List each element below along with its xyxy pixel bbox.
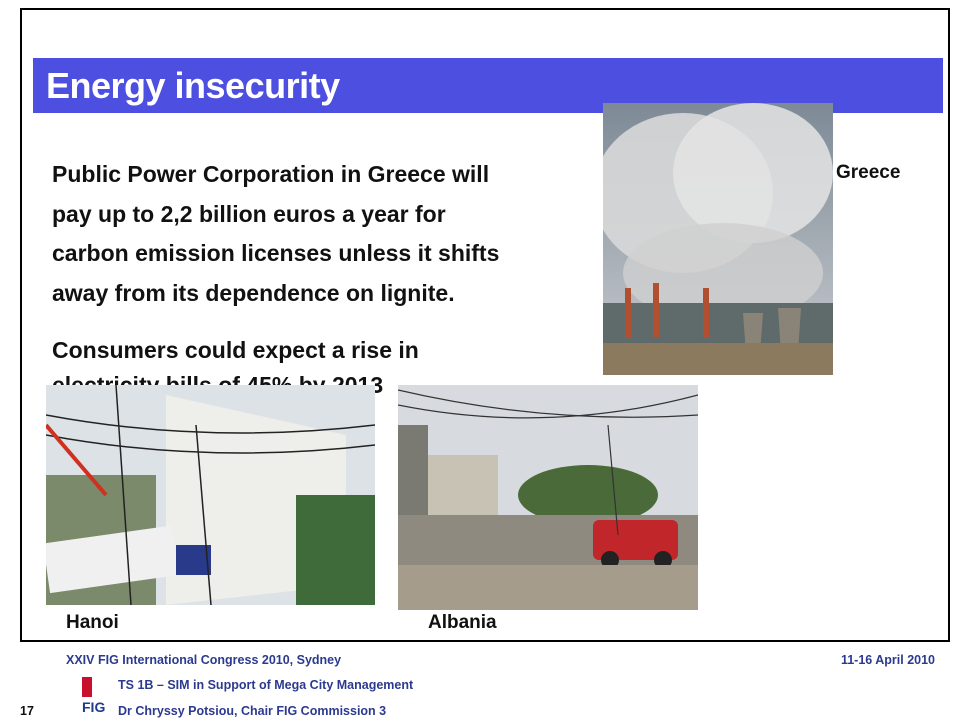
footer-session: TS 1B – SIM in Support of Mega City Mana… (118, 678, 413, 692)
slide-page: Energy insecurity Public Power Corporati… (0, 0, 955, 723)
text-line: carbon emission licenses unless it shift… (52, 234, 499, 274)
footer-date: 11-16 April 2010 (841, 653, 935, 667)
text-line: pay up to 2,2 billion euros a year for (52, 195, 499, 235)
text-line: Public Power Corporation in Greece will (52, 155, 499, 195)
photo-label: Greece (836, 162, 900, 184)
page-number: 17 (20, 704, 34, 718)
photo-label: Hanoi (66, 612, 119, 634)
text-line: away from its dependence on lignite. (52, 274, 499, 314)
photo-greece (603, 103, 833, 375)
photo-label: Albania (428, 612, 497, 634)
photo-hanoi (46, 385, 375, 605)
text-line: Consumers could expect a rise in (52, 333, 419, 368)
fig-logo: FIG (82, 677, 112, 717)
paragraph: Public Power Corporation in Greece will … (52, 155, 499, 313)
footer-author: Dr Chryssy Potsiou, Chair FIG Commission… (118, 704, 386, 718)
photo-albania (398, 385, 698, 610)
logo-block (82, 677, 92, 697)
logo-text: FIG (82, 699, 105, 715)
footer-congress: XXIV FIG International Congress 2010, Sy… (66, 653, 341, 667)
slide-title: Energy insecurity (46, 58, 340, 113)
